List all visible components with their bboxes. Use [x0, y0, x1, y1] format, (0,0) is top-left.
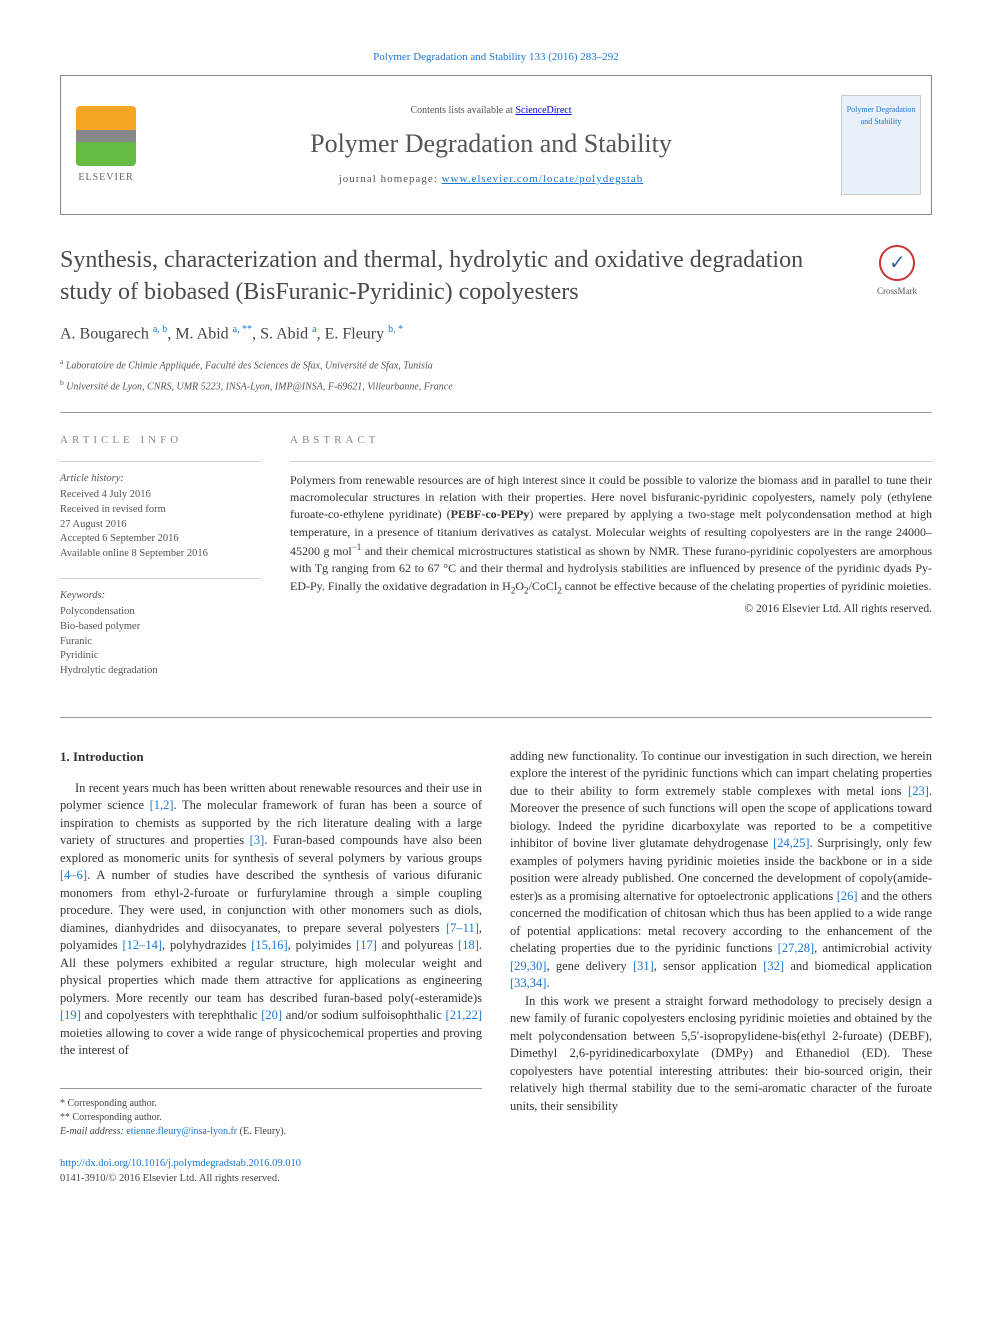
contents-prefix: Contents lists available at: [410, 105, 515, 116]
history-line: Accepted 6 September 2016: [60, 532, 260, 547]
divider: [60, 412, 932, 413]
abstract-label: abstract: [290, 433, 932, 448]
homepage-link[interactable]: www.elsevier.com/locate/polydegstab: [442, 173, 644, 185]
keyword: Pyridinic: [60, 649, 260, 664]
journal-name: Polymer Degradation and Stability: [151, 126, 831, 162]
intro-heading: 1. Introduction: [60, 748, 482, 766]
email-label: E-mail address:: [60, 1126, 126, 1137]
divider: [60, 578, 260, 579]
homepage-prefix: journal homepage:: [339, 173, 442, 185]
divider: [290, 461, 932, 462]
history-line: Received 4 July 2016: [60, 488, 260, 503]
corresponding-note: * Corresponding author.: [60, 1097, 482, 1111]
affiliation-b: b Université de Lyon, CNRS, UMR 5223, IN…: [60, 378, 932, 394]
divider: [60, 461, 260, 462]
keyword: Hydrolytic degradation: [60, 664, 260, 679]
history-heading: Article history:: [60, 472, 260, 487]
homepage-line: journal homepage: www.elsevier.com/locat…: [151, 172, 831, 187]
history-line: Received in revised form: [60, 503, 260, 518]
article-title: Synthesis, characterization and thermal,…: [60, 245, 842, 307]
intro-paragraph: In recent years much has been written ab…: [60, 780, 482, 1060]
elsevier-tree-icon: [76, 106, 136, 166]
corresponding-note: ** Corresponding author.: [60, 1111, 482, 1125]
keyword: Polycondensation: [60, 605, 260, 620]
article-info-label: article info: [60, 433, 260, 448]
elsevier-label: ELSEVIER: [71, 171, 141, 185]
history-line: Available online 8 September 2016: [60, 547, 260, 562]
journal-header: ELSEVIER Contents lists available at Sci…: [60, 75, 932, 215]
keywords-heading: Keywords:: [60, 589, 260, 604]
issn-copyright: 0141-3910/© 2016 Elsevier Ltd. All right…: [60, 1173, 280, 1184]
crossmark-badge[interactable]: CrossMark: [862, 245, 932, 298]
keyword: Bio-based polymer: [60, 620, 260, 635]
email-suffix: (E. Fleury).: [237, 1126, 286, 1137]
keywords-block: Keywords: Polycondensation Bio-based pol…: [60, 589, 260, 679]
divider: [60, 717, 932, 718]
journal-cover-thumbnail[interactable]: Polymer Degradation and Stability: [841, 95, 921, 195]
doi-link[interactable]: http://dx.doi.org/10.1016/j.polymdegrads…: [60, 1158, 301, 1169]
affiliation-a: a Laboratoire de Chimie Appliquée, Facul…: [60, 357, 932, 373]
journal-reference: Polymer Degradation and Stability 133 (2…: [60, 50, 932, 65]
email-line: E-mail address: etienne.fleury@insa-lyon…: [60, 1125, 482, 1139]
authors-list: A. Bougarech a, b, M. Abid a, **, S. Abi…: [60, 323, 932, 346]
crossmark-icon: [879, 245, 915, 281]
abstract-text: Polymers from renewable resources are of…: [290, 472, 932, 598]
email-link[interactable]: etienne.fleury@insa-lyon.fr: [126, 1126, 237, 1137]
keyword: Furanic: [60, 635, 260, 650]
article-history: Article history: Received 4 July 2016 Re…: [60, 472, 260, 562]
sciencedirect-link[interactable]: ScienceDirect: [515, 105, 571, 116]
body-column-left: 1. Introduction In recent years much has…: [60, 748, 482, 1187]
contents-line: Contents lists available at ScienceDirec…: [151, 104, 831, 118]
crossmark-label: CrossMark: [877, 286, 917, 296]
body-paragraph: adding new functionality. To continue ou…: [510, 748, 932, 993]
body-column-right: adding new functionality. To continue ou…: [510, 748, 932, 1187]
elsevier-logo[interactable]: ELSEVIER: [61, 96, 151, 195]
abstract-copyright: © 2016 Elsevier Ltd. All rights reserved…: [290, 601, 932, 617]
history-line: 27 August 2016: [60, 518, 260, 533]
body-paragraph: In this work we present a straight forwa…: [510, 993, 932, 1116]
